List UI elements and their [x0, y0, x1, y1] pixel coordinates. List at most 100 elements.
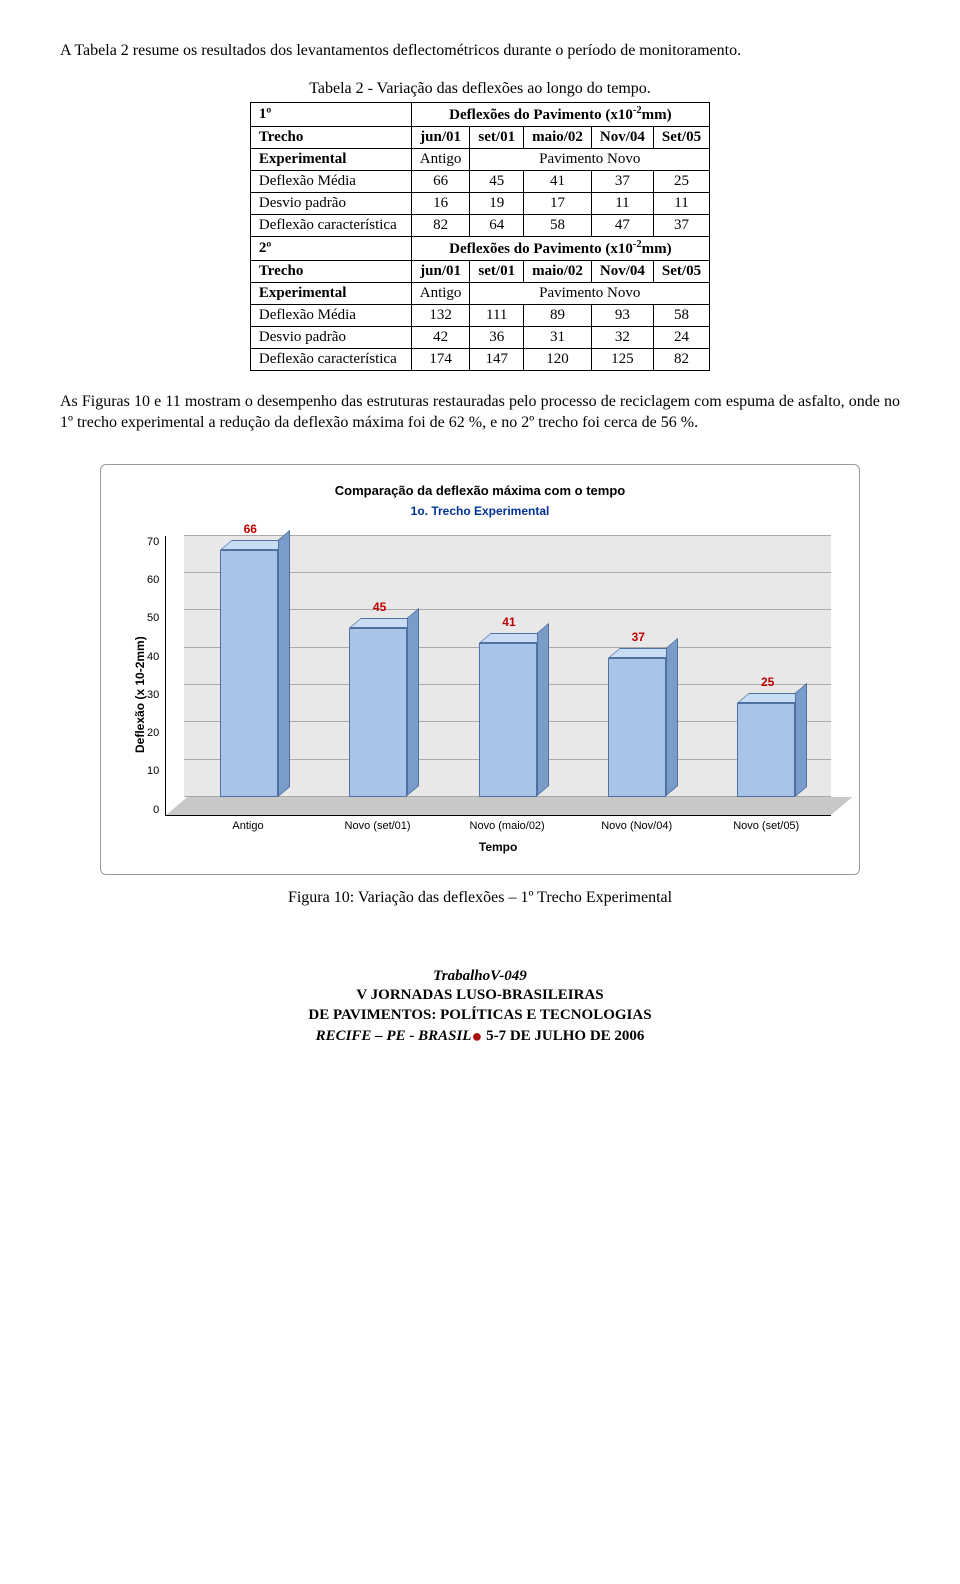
chart-floor [166, 797, 852, 815]
sec1-col3: Nov/04 [591, 126, 653, 148]
xtick: Novo (maio/02) [442, 820, 572, 832]
bar-value-label: 66 [244, 522, 257, 536]
footer-line4b: 5-7 DE JULHO DE 2006 [482, 1028, 644, 1044]
sec2-r1-v4: 24 [653, 326, 709, 348]
sec1-r1-v2: 17 [524, 192, 592, 214]
sec1-r2-v4: 37 [653, 214, 709, 236]
chart-title: Comparação da deflexão máxima com o temp… [129, 483, 831, 498]
sec1-trecho: Trecho [250, 126, 411, 148]
sec2-r2-v2: 120 [524, 348, 592, 370]
bar-side [537, 623, 549, 797]
sec1-exp: Experimental [250, 148, 411, 170]
sec1-r1-v3: 11 [591, 192, 653, 214]
bar-front [220, 550, 278, 797]
sec2-r0-v1: 111 [470, 304, 524, 326]
sec2-r1-v3: 32 [591, 326, 653, 348]
sec2-col0: jun/01 [411, 260, 470, 282]
sec2-r1-v0: 42 [411, 326, 470, 348]
chart-yaxis: 70 60 50 40 30 20 10 0 [147, 536, 165, 816]
sec1-r0-v1: 45 [470, 170, 524, 192]
bar-side [795, 683, 807, 797]
ytick: 30 [147, 689, 159, 701]
sec1-col1: set/01 [470, 126, 524, 148]
chart-area: Deflexão (x 10-2mm) 70 60 50 40 30 20 10 0 66 45… [129, 536, 831, 854]
sec2-col4: Set/05 [653, 260, 709, 282]
sec1-r1-v4: 11 [653, 192, 709, 214]
sec1-r2-v3: 47 [591, 214, 653, 236]
chart-ylabel: Deflexão (x 10-2mm) [129, 536, 147, 854]
bar-front [608, 658, 666, 796]
sec2-exp2: Pavimento Novo [470, 282, 710, 304]
footer-line2: V JORNADAS LUSO-BRASILEIRAS [60, 986, 900, 1006]
page-footer: TrabalhoV-049 V JORNADAS LUSO-BRASILEIRA… [60, 967, 900, 1049]
xtick: Novo (Nov/04) [572, 820, 702, 832]
sec1-exp0: Antigo [411, 148, 470, 170]
sec2-exp: Experimental [250, 282, 411, 304]
sec1-col2: maio/02 [524, 126, 592, 148]
sec1-header-span: Deflexões do Pavimento (x10-2mm) [411, 102, 709, 126]
sec1-r0-v3: 37 [591, 170, 653, 192]
table-caption: Tabela 2 - Variação das deflexões ao lon… [60, 80, 900, 98]
sec1-r0-v4: 25 [653, 170, 709, 192]
ytick: 0 [147, 804, 159, 816]
xtick: Antigo [183, 820, 313, 832]
ytick: 70 [147, 536, 159, 548]
sec1-r2-v1: 64 [470, 214, 524, 236]
sec1-r1-v0: 16 [411, 192, 470, 214]
sec2-r0-v2: 89 [524, 304, 592, 326]
bar: 41 [479, 643, 537, 796]
bar: 45 [349, 628, 407, 796]
sec2-col2: maio/02 [524, 260, 592, 282]
bar-slot: 25 [702, 703, 831, 797]
footer-line4a: RECIFE – PE - BRASIL [316, 1028, 472, 1044]
sec2-r1-label: Desvio padrão [250, 326, 411, 348]
bar-side [278, 530, 290, 797]
footer-line1: TrabalhoV-049 [60, 967, 900, 987]
bar-slot: 41 [443, 643, 572, 796]
chart-subtitle: 1o. Trecho Experimental [129, 504, 831, 518]
chart-plot: 66 45 41 37 25 [165, 536, 831, 816]
footer-line3: DE PAVIMENTOS: POLÍTICAS E TECNOLOGIAS [60, 1006, 900, 1026]
sec2-header-post: mm) [642, 241, 672, 257]
bar: 66 [220, 550, 278, 797]
ytick: 50 [147, 612, 159, 624]
bar-front [737, 703, 795, 797]
figure-caption: Figura 10: Variação das deflexões – 1º T… [60, 889, 900, 907]
bar-value-label: 41 [502, 615, 515, 629]
sec1-header-sup: -2 [633, 105, 642, 116]
paragraph-2: As Figuras 10 e 11 mostram o desempenho … [60, 391, 900, 434]
footer-line4: RECIFE – PE - BRASIL● 5-7 DE JULHO DE 20… [60, 1025, 900, 1048]
sec2-r2-v0: 174 [411, 348, 470, 370]
sec2-r2-v1: 147 [470, 348, 524, 370]
bullet-icon: ● [471, 1026, 482, 1046]
bar-slot: 37 [572, 658, 701, 796]
sec2-r0-v0: 132 [411, 304, 470, 326]
sec2-trecho: Trecho [250, 260, 411, 282]
xtick: Novo (set/05) [701, 820, 831, 832]
sec1-r2-v2: 58 [524, 214, 592, 236]
ytick: 20 [147, 727, 159, 739]
bar-value-label: 45 [373, 600, 386, 614]
sec2-r1-v1: 36 [470, 326, 524, 348]
chart-frame: Comparação da deflexão máxima com o temp… [100, 464, 860, 875]
sec1-header-pre: Deflexões do Pavimento (x10 [449, 107, 633, 123]
ytick: 10 [147, 765, 159, 777]
ytick: 40 [147, 651, 159, 663]
ytick: 60 [147, 574, 159, 586]
bar-value-label: 37 [632, 630, 645, 644]
sec2-r1-v2: 31 [524, 326, 592, 348]
sec2-r0-v4: 58 [653, 304, 709, 326]
sec1-header-post: mm) [642, 107, 672, 123]
bar: 25 [737, 703, 795, 797]
sec1-exp2: Pavimento Novo [470, 148, 710, 170]
sec2-col3: Nov/04 [591, 260, 653, 282]
sec2-exp0: Antigo [411, 282, 470, 304]
chart-xlabel: Tempo [165, 840, 831, 854]
xtick: Novo (set/01) [313, 820, 443, 832]
bar-front [349, 628, 407, 796]
sec2-r2-label: Deflexão característica [250, 348, 411, 370]
sec2-r0-v3: 93 [591, 304, 653, 326]
sec1-r1-v1: 19 [470, 192, 524, 214]
sec1-r1-label: Desvio padrão [250, 192, 411, 214]
chart-xaxis: AntigoNovo (set/01)Novo (maio/02)Novo (N… [165, 820, 831, 832]
